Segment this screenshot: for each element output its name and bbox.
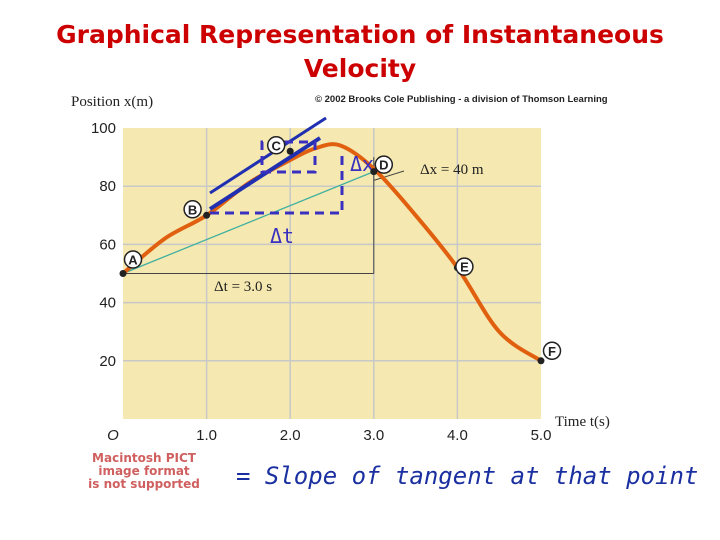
delta-x-annotation: Δx = 40 m — [420, 162, 484, 178]
y-axis-label: Position x(m) — [71, 94, 153, 110]
point-a-badge — [123, 250, 143, 269]
pict-line-2: image format — [98, 464, 190, 478]
point-d-marker — [370, 168, 378, 176]
y-tick-labels: 20 40 60 80 100 — [91, 120, 116, 370]
slope-caption: = Slope of tangent at that point — [236, 462, 699, 490]
x-tick-label: 5.0 — [531, 427, 552, 444]
point-f-badge — [542, 341, 562, 361]
x-tick-label: O — [107, 427, 119, 444]
delta-x-overlay-label: Δx — [350, 152, 374, 176]
point-f-label: F — [548, 344, 556, 359]
y-tick-label: 40 — [99, 295, 116, 312]
x-tick-label: 4.0 — [447, 427, 468, 444]
point-f-marker — [537, 357, 545, 365]
point-a-marker — [119, 270, 127, 277]
copyright-notice: © 2002 Brooks Cole Publishing - a divisi… — [315, 94, 608, 105]
x-axis-label: Time t(s) — [555, 414, 610, 430]
secant-line — [122, 171, 375, 275]
point-c-badge — [266, 136, 286, 155]
point-b-label: B — [188, 202, 197, 217]
slide-title-line-1: Graphical Representation of Instantaneou… — [56, 20, 664, 49]
y-tick-label: 60 — [99, 236, 116, 253]
point-e-label: E — [460, 260, 469, 275]
pict-line-3: is not supported — [88, 477, 200, 491]
point-b-badge — [183, 200, 202, 219]
point-c-label: C — [272, 138, 282, 153]
pict-unsupported-notice: Macintosh PICT image format is not suppo… — [78, 452, 210, 491]
tangent-overlay: Δx Δt — [208, 116, 374, 248]
x-tick-labels: O 1.0 2.0 3.0 4.0 5.0 — [107, 427, 551, 444]
pict-line-1: Macintosh PICT — [92, 451, 196, 465]
point-e-badge — [455, 257, 474, 276]
slide-title-line-2: Velocity — [303, 54, 417, 83]
y-tick-label: 20 — [99, 353, 116, 370]
x-tick-label: 2.0 — [280, 427, 301, 444]
x-tick-label: 3.0 — [363, 427, 384, 444]
dashed-triangle — [210, 150, 344, 215]
tangent-line — [209, 116, 327, 195]
point-c-marker — [286, 147, 294, 155]
y-tick-label: 80 — [99, 178, 116, 195]
dashed-box — [260, 140, 317, 174]
delta-t-overlay-label: Δt — [270, 224, 294, 248]
delta-t-annotation: Δt = 3.0 s — [214, 279, 272, 295]
point-b-marker — [203, 211, 211, 219]
labeled-points: A B C D E F — [119, 136, 562, 365]
chart-annotations: Δx = 40 m Δt = 3.0 s — [122, 157, 484, 295]
x-tick-label: 1.0 — [196, 427, 217, 444]
y-tick-label: 100 — [91, 120, 116, 137]
delta-x-leader — [373, 170, 405, 181]
point-a-label: A — [128, 253, 138, 268]
point-d-label: D — [379, 158, 388, 173]
point-d-badge — [374, 155, 394, 174]
